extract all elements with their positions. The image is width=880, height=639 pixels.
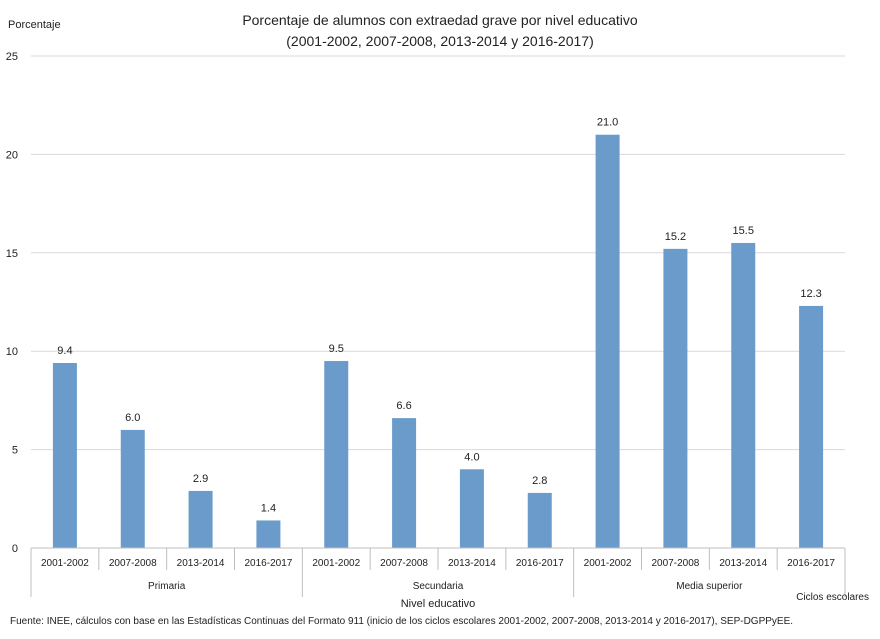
- bar: [120, 429, 145, 548]
- bar: [52, 363, 77, 548]
- chart-title: Porcentaje de alumnos con extraedad grav…: [242, 12, 638, 28]
- x-tick-label: 2013-2014: [177, 558, 225, 569]
- bar: [799, 305, 824, 548]
- data-label: 15.5: [733, 225, 754, 237]
- group-label: Primaria: [148, 581, 186, 592]
- y-tick-label: 5: [12, 445, 18, 457]
- x-tick-label: 2007-2008: [652, 558, 700, 569]
- bar: [256, 520, 281, 548]
- bar: [324, 361, 349, 548]
- x-tick-label: 2007-2008: [380, 558, 428, 569]
- chart-subtitle: (2001-2002, 2007-2008, 2013-2014 y 2016-…: [286, 33, 594, 49]
- data-label: 6.0: [125, 412, 140, 424]
- y-tick-label: 20: [6, 149, 18, 161]
- bar: [188, 490, 213, 548]
- x-tick-label: 2016-2017: [245, 558, 293, 569]
- y-axis-label: Porcentaje: [8, 19, 61, 31]
- data-label: 12.3: [800, 288, 821, 300]
- data-label: 6.6: [396, 400, 411, 412]
- y-tick-label: 0: [12, 543, 18, 555]
- bar: [527, 492, 552, 548]
- data-label: 9.5: [329, 343, 344, 355]
- x-tick-label: 2001-2002: [41, 558, 89, 569]
- x-tick-label: 2001-2002: [312, 558, 360, 569]
- y-tick-label: 15: [6, 248, 18, 260]
- data-label: 1.4: [261, 502, 276, 514]
- y-tick-label: 25: [6, 51, 18, 63]
- data-label: 4.0: [464, 451, 479, 463]
- bar: [731, 242, 756, 548]
- bar: [392, 418, 417, 548]
- bar: [663, 248, 688, 548]
- group-label: Secundaria: [413, 581, 464, 592]
- x-tick-label: 2016-2017: [787, 558, 835, 569]
- bar: [459, 469, 484, 548]
- x-tick-label: 2013-2014: [448, 558, 496, 569]
- data-label: 9.4: [57, 345, 72, 357]
- data-label: 2.9: [193, 473, 208, 485]
- source-note: Fuente: INEE, cálculos con base en las E…: [10, 616, 794, 627]
- data-label: 15.2: [665, 231, 686, 243]
- bar: [595, 134, 620, 548]
- x-tick-label: 2016-2017: [516, 558, 564, 569]
- data-label: 21.0: [597, 117, 618, 129]
- x-tick-label: 2013-2014: [719, 558, 767, 569]
- x-secondary-axis-label: Ciclos escolares: [796, 592, 869, 603]
- x-tick-label: 2007-2008: [109, 558, 157, 569]
- y-tick-label: 10: [6, 346, 18, 358]
- x-axis-label: Nivel educativo: [401, 598, 476, 610]
- data-label: 2.8: [532, 475, 547, 487]
- x-tick-label: 2001-2002: [584, 558, 632, 569]
- group-label: Media superior: [676, 581, 743, 592]
